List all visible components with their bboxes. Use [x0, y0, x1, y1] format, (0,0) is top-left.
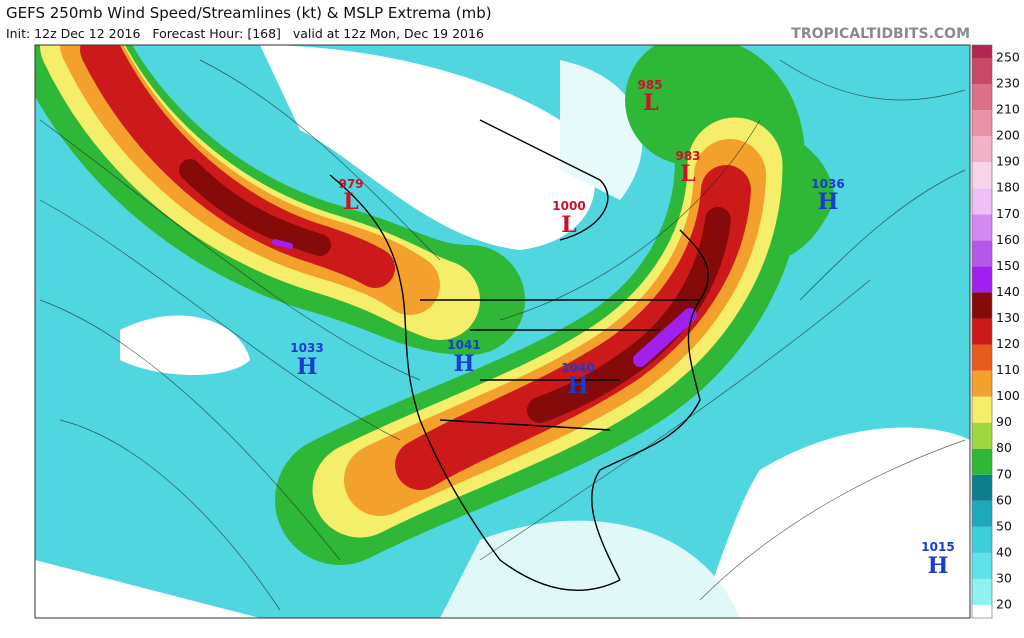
colorbar-label: 20	[996, 597, 1012, 612]
pressure-symbol: L	[643, 90, 658, 116]
colorbar-label: 130	[996, 310, 1020, 325]
colorbar-label: 90	[996, 414, 1012, 429]
colorbar-label: 190	[996, 154, 1020, 169]
colorbar-label: 140	[996, 284, 1020, 299]
colorbar-label: 40	[996, 544, 1012, 559]
colorbar-segment	[972, 110, 992, 137]
pressure-symbol: H	[568, 373, 589, 399]
colorbar-label: 200	[996, 128, 1020, 143]
colorbar-segment	[972, 552, 992, 579]
colorbar-segment	[972, 84, 992, 111]
colorbar-segment	[972, 240, 992, 267]
colorbar-label: 60	[996, 492, 1012, 507]
map	[34, 44, 971, 619]
colorbar-label: 110	[996, 362, 1020, 377]
colorbar-segment	[972, 500, 992, 527]
pressure-value: 1015	[921, 540, 954, 554]
pressure-value: 983	[675, 149, 700, 163]
pressure-symbol: H	[818, 189, 839, 215]
colorbar-label: 70	[996, 466, 1012, 481]
pressure-value: 1036	[811, 177, 844, 191]
colorbar-segment	[972, 292, 992, 319]
colorbar-label: 120	[996, 336, 1020, 351]
pressure-value: 1000	[552, 199, 585, 213]
colorbar-segment	[972, 422, 992, 449]
pressure-symbol: H	[928, 553, 949, 579]
pressure-symbol: L	[343, 189, 358, 215]
colorbar-label: 150	[996, 258, 1020, 273]
colorbar-label: 50	[996, 518, 1012, 533]
colorbar-label: 100	[996, 388, 1020, 403]
colorbar-segment	[972, 370, 992, 397]
colorbar-segment	[972, 136, 992, 163]
colorbar: 20 30 40 50 60 70 80 90 100 110 120 130 140 150 160 170…	[971, 44, 1020, 619]
colorbar-segment	[972, 578, 992, 605]
colorbar-label: 170	[996, 206, 1020, 221]
pressure-value: 1041	[447, 338, 480, 352]
colorbar-frame	[971, 44, 993, 619]
subtitle: Init: 12z Dec 12 2016 Forecast Hour: [16…	[6, 26, 484, 41]
title: GEFS 250mb Wind Speed/Streamlines (kt) &…	[6, 4, 492, 22]
colorbar-segment	[972, 188, 992, 215]
colorbar-label: 30	[996, 570, 1012, 585]
colorbar-label: 160	[996, 232, 1020, 247]
pressure-value: 1033	[290, 341, 323, 355]
pressure-symbol: H	[454, 351, 475, 377]
colorbar-segment	[972, 605, 992, 618]
colorbar-segment	[972, 448, 992, 475]
colorbar-segment	[972, 344, 992, 371]
colorbar-segment	[972, 162, 992, 189]
pressure-value: 985	[637, 78, 662, 92]
pressure-value: 979	[338, 177, 363, 191]
colorbar-segment	[972, 474, 992, 501]
colorbar-segment	[972, 214, 992, 241]
colorbar-label: 210	[996, 102, 1020, 117]
colorbar-segment	[972, 266, 992, 293]
pressure-symbol: L	[561, 212, 576, 238]
colorbar-segment	[972, 526, 992, 553]
pressure-value: 1040	[561, 361, 594, 375]
colorbar-label: 180	[996, 180, 1020, 195]
colorbar-segment	[972, 58, 992, 85]
credit: TROPICALTIDBITS.COM	[791, 26, 970, 42]
colorbar-label: 230	[996, 76, 1020, 91]
pressure-symbol: H	[297, 354, 318, 380]
colorbar-label: 250	[996, 50, 1020, 65]
pressure-symbol: L	[680, 161, 695, 187]
colorbar-segment	[972, 45, 992, 58]
colorbar-label: 80	[996, 440, 1012, 455]
colorbar-segment	[972, 318, 992, 345]
colorbar-segment	[972, 396, 992, 423]
